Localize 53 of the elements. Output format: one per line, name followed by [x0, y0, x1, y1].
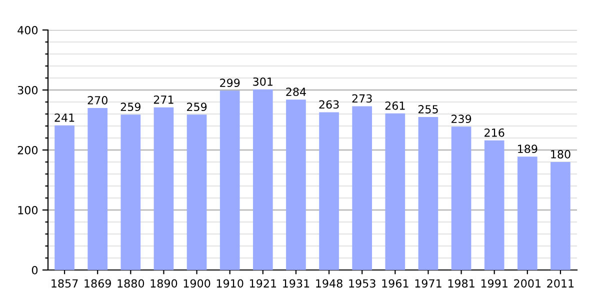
bar [154, 107, 174, 270]
bar [517, 156, 538, 270]
x-tick-label: 1869 [84, 279, 111, 288]
bar [418, 117, 438, 270]
y-tick-label: 300 [18, 86, 38, 94]
data-label: 241 [54, 113, 74, 122]
bar [451, 126, 472, 270]
y-tick-label: 200 [18, 146, 38, 154]
x-tick-label: 1971 [415, 279, 442, 288]
data-label: 259 [186, 102, 207, 112]
x-tick-label: 2011 [547, 279, 574, 288]
data-label: 271 [154, 95, 174, 104]
data-label: 263 [319, 100, 339, 109]
x-tick-label: 1857 [52, 279, 78, 288]
x-tick-label: 1900 [184, 279, 210, 288]
bar [54, 125, 74, 270]
bar [286, 100, 306, 270]
data-label: 216 [484, 128, 504, 137]
y-tick-label: 0 [32, 266, 38, 274]
data-label: 189 [518, 144, 538, 154]
data-label: 261 [385, 101, 405, 110]
bar [484, 140, 504, 270]
data-label: 259 [120, 102, 140, 112]
x-tick-label: 1890 [150, 279, 178, 288]
bar [220, 90, 240, 270]
data-label: 299 [220, 78, 240, 88]
x-tick-label: 1953 [349, 279, 376, 288]
bar [319, 112, 339, 270]
x-tick-label: 1880 [118, 279, 144, 288]
x-tick-label: 1961 [382, 279, 408, 288]
data-label: 239 [451, 114, 472, 124]
x-tick-label: 1981 [448, 279, 474, 288]
y-tick-label: 100 [18, 206, 38, 214]
bar [186, 114, 207, 270]
x-tick-label: 1910 [216, 279, 244, 288]
data-label: 270 [88, 96, 108, 104]
x-tick-label: 1921 [250, 279, 276, 288]
bar [385, 113, 406, 270]
y-tick-label: 400 [18, 26, 38, 34]
bar [120, 114, 141, 270]
x-tick-label: 2001 [514, 279, 541, 288]
data-label: 284 [286, 88, 306, 96]
data-label: 301 [253, 77, 272, 86]
data-label: 180 [551, 150, 570, 158]
bar [88, 108, 108, 270]
bar [352, 106, 372, 270]
x-tick-label: 1991 [481, 279, 508, 288]
x-tick-label: 1948 [316, 279, 342, 288]
data-label: 273 [352, 94, 372, 103]
bar [550, 162, 570, 270]
data-label: 255 [418, 105, 438, 114]
bar [252, 89, 273, 270]
x-tick-label: 1931 [283, 279, 310, 288]
